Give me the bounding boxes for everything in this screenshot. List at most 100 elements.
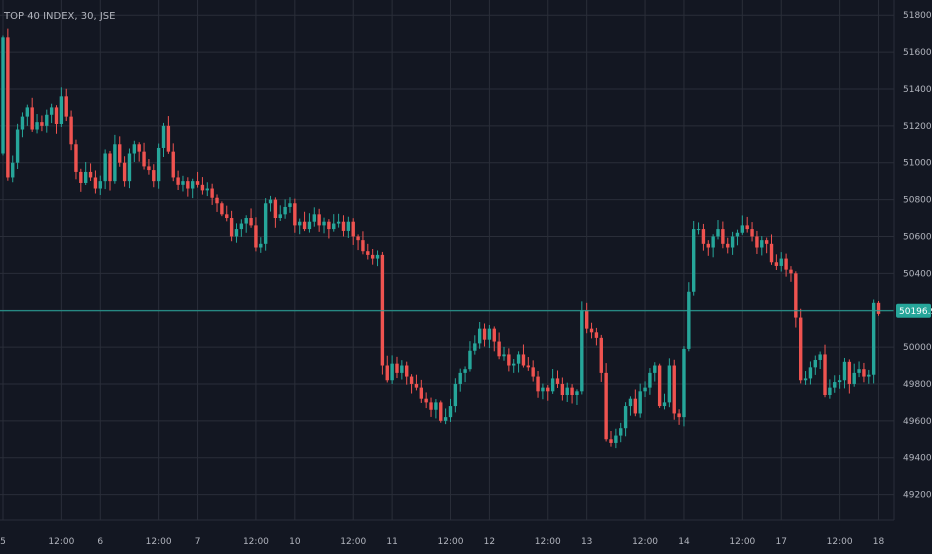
candle-body [49,107,54,115]
candle [220,201,224,217]
x-tick-label: 11 [386,537,397,547]
candle-body [263,203,268,244]
candle-body [132,144,137,154]
candle [604,363,608,442]
candle-body [390,363,394,381]
y-tick-label: 49800.00 [903,380,932,390]
candle [584,302,589,334]
candle [336,213,341,228]
candle-body [69,116,73,145]
candle [152,164,156,188]
candle-body [419,387,424,399]
candle [448,398,453,422]
price-axis[interactable]: 51800.00 51600.00 51400.00 51200.00 51000.00… [903,11,932,500]
candle-body [409,376,414,384]
candle-body [784,258,788,270]
candle [108,150,112,191]
candle-body [152,170,156,182]
candle-body [560,383,565,396]
candle [857,361,861,378]
candle-body [1,37,5,154]
candle-body [769,243,774,263]
candle-body [234,229,239,237]
candle-body [458,372,462,384]
candle [526,357,531,371]
candle-body [682,348,686,418]
candle-body [667,365,672,403]
candle-body [711,236,715,248]
candle [239,219,244,237]
candle [565,382,569,403]
candle [833,375,837,393]
candle [550,369,555,394]
candle [147,159,151,175]
candle-body [278,214,282,219]
candle-body [794,273,798,318]
candle [813,355,817,375]
candle-body [307,221,312,230]
candle [161,122,166,157]
candle-body [15,129,20,163]
candle-body [580,310,584,392]
candle-body [439,402,443,421]
y-tick-label: 49600.00 [903,417,932,427]
x-tick-label: 13 [581,537,592,547]
candle [867,369,871,384]
candle-body [473,343,477,351]
candle-body [137,144,141,152]
candle [837,374,842,389]
x-tick-label: 18 [873,537,885,547]
x-tick-label: 12:00 [243,537,269,547]
candle-body [867,374,871,377]
candle [672,359,676,420]
candle [79,168,83,192]
candle-body [837,380,842,383]
candle-body [502,354,506,357]
last-price-tag-background [896,303,931,318]
candle [156,143,161,189]
candle-body [25,107,30,117]
candle [764,237,769,254]
candle-body [254,225,258,248]
candle-body [482,328,487,340]
candle-body [20,116,25,130]
candle [599,334,603,382]
candle-body [721,229,725,244]
candle [15,123,20,169]
candle [59,87,64,127]
x-tick-label: 12:00 [48,537,74,547]
x-tick-label: 12:00 [535,537,561,547]
candle-body [156,147,161,182]
candle-body [497,341,501,357]
candle-body [190,181,195,189]
candle [390,355,394,384]
candle [721,221,725,249]
candle [434,399,438,419]
candle-body [103,153,107,182]
candle [288,197,292,213]
candle-body [789,269,793,274]
candle [414,374,419,391]
candle [244,215,248,233]
candle [575,389,579,405]
candle [190,178,195,199]
candle [395,356,399,379]
candles [1,28,881,449]
candle [317,208,321,232]
candle [366,243,370,260]
candle-body [477,328,482,344]
candle [405,361,409,385]
candle [842,357,847,389]
time-axis[interactable]: 5 12:00 6 12:00 7 12:00 10 12:00 11 12:00 12 12:00 1… [0,537,884,547]
candle [234,223,239,243]
x-tick-label: 10 [289,537,301,547]
candle-body [443,417,448,421]
candle [473,335,477,355]
candle [307,213,312,233]
candle [20,112,25,138]
candle [385,355,389,383]
candle-body [643,387,647,392]
candle [570,384,574,404]
